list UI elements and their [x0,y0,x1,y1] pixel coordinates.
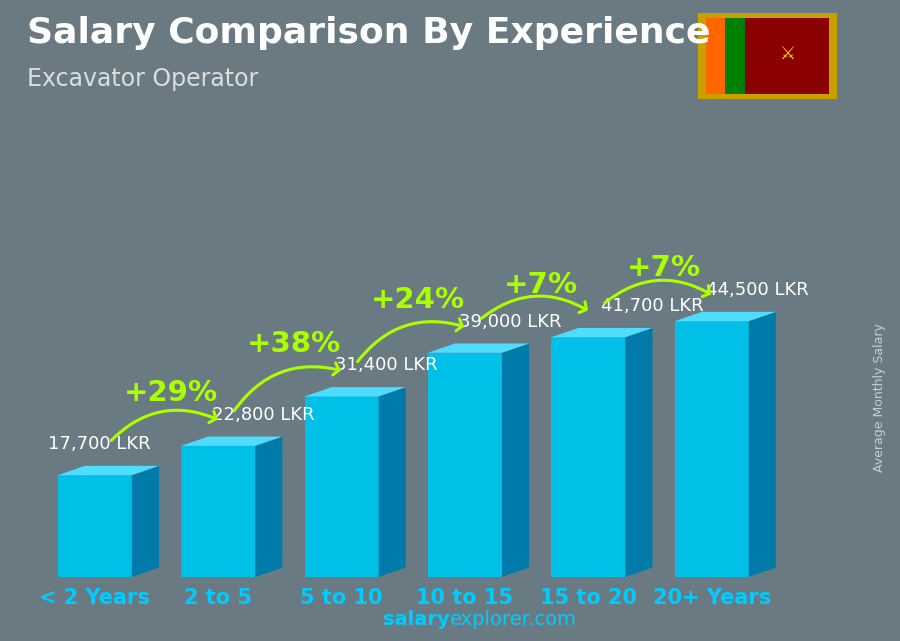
Text: Average Monthly Salary: Average Monthly Salary [874,323,886,472]
Polygon shape [749,312,776,577]
Text: 44,500 LKR: 44,500 LKR [706,281,808,299]
Polygon shape [304,387,406,396]
Polygon shape [675,312,776,321]
Text: 17,700 LKR: 17,700 LKR [48,435,150,453]
Polygon shape [379,387,406,577]
Polygon shape [626,328,652,577]
FancyBboxPatch shape [698,13,837,99]
Text: 31,400 LKR: 31,400 LKR [336,356,438,374]
Polygon shape [745,18,829,94]
Polygon shape [428,353,502,577]
Polygon shape [58,466,159,475]
Polygon shape [181,437,283,446]
Text: +7%: +7% [627,254,701,283]
Text: +24%: +24% [371,286,464,314]
Polygon shape [132,466,159,577]
Text: +29%: +29% [124,379,218,407]
Text: 22,800 LKR: 22,800 LKR [212,406,315,424]
Text: salary: salary [383,610,450,629]
Polygon shape [58,475,132,577]
Text: 39,000 LKR: 39,000 LKR [459,313,562,331]
Polygon shape [552,328,652,337]
Polygon shape [706,18,725,94]
Polygon shape [725,18,745,94]
Polygon shape [256,437,283,577]
Text: 41,700 LKR: 41,700 LKR [600,297,703,315]
Polygon shape [675,321,749,577]
Text: Salary Comparison By Experience: Salary Comparison By Experience [27,16,710,50]
Polygon shape [181,446,256,577]
Text: +38%: +38% [248,329,341,358]
Text: explorer.com: explorer.com [450,610,577,629]
Polygon shape [552,337,626,577]
Polygon shape [502,344,529,577]
Text: Excavator Operator: Excavator Operator [27,67,258,91]
Polygon shape [428,344,529,353]
Text: ⚔: ⚔ [780,46,796,63]
Polygon shape [304,396,379,577]
Text: +7%: +7% [504,271,578,299]
